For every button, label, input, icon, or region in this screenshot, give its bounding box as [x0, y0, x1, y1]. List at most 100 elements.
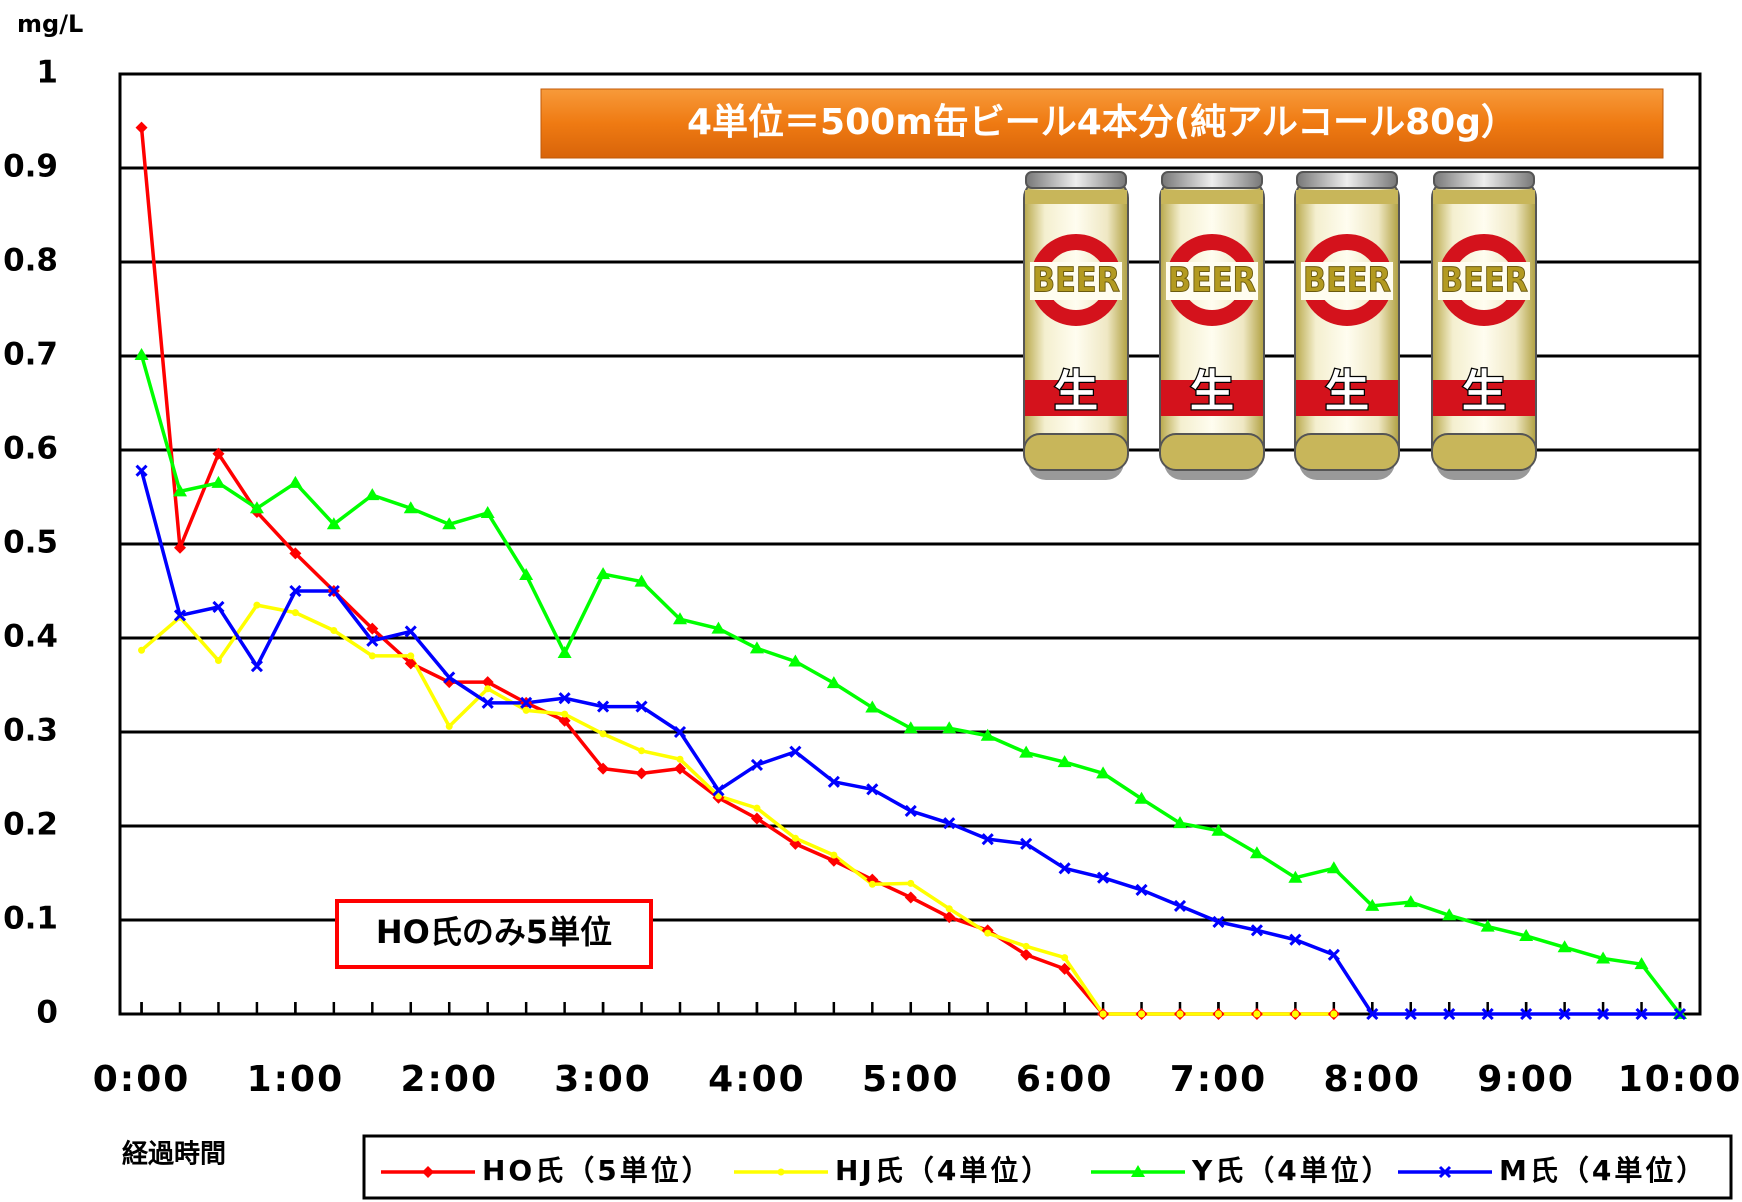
- data-point: [599, 730, 607, 738]
- data-point: [1557, 940, 1572, 953]
- legend-label: Y氏（4単位）: [1191, 1154, 1393, 1187]
- can-label: BEER: [1168, 261, 1256, 301]
- beer-can: BEER 生: [1023, 171, 1129, 480]
- data-point: [788, 654, 803, 667]
- legend-marker: [777, 1168, 785, 1176]
- data-point: [134, 348, 149, 361]
- legend-marker: [1438, 1165, 1452, 1179]
- x-tick-label: 4:00: [708, 1059, 806, 1100]
- y-tick-label: 0.2: [3, 807, 58, 843]
- data-point: [1058, 862, 1071, 875]
- y-tick-label: 0.8: [3, 243, 58, 279]
- data-point: [674, 762, 686, 775]
- data-point: [750, 812, 763, 825]
- data-point: [904, 804, 917, 818]
- data-point: [484, 685, 492, 693]
- can-label-bg: [1166, 262, 1258, 300]
- data-point: [1403, 895, 1418, 908]
- data-point: [638, 747, 646, 755]
- data-point: [789, 837, 802, 850]
- data-point: [1020, 837, 1033, 850]
- data-point: [673, 725, 687, 739]
- data-point: [289, 584, 302, 598]
- can-label-bg: [1438, 262, 1530, 300]
- data-point: [635, 700, 648, 713]
- data-point: [1327, 948, 1340, 961]
- data-point: [1520, 1007, 1533, 1021]
- data-point: [249, 501, 264, 514]
- data-point: [519, 568, 534, 581]
- data-point: [904, 891, 917, 904]
- legend-box: [362, 1134, 1733, 1200]
- can-label-bg: [1030, 262, 1122, 300]
- data-point: [1288, 870, 1303, 883]
- y-tick-label: 0.1: [3, 901, 58, 937]
- data-point: [865, 700, 880, 713]
- data-point: [868, 880, 876, 888]
- data-point: [830, 851, 838, 859]
- data-point: [1249, 846, 1264, 859]
- can-mark: 生: [1190, 366, 1234, 417]
- data-point: [253, 601, 261, 609]
- y-tick-label: 0.6: [3, 431, 58, 467]
- data-point: [250, 660, 263, 673]
- can-base: [1159, 433, 1265, 471]
- data-point: [1096, 766, 1111, 779]
- data-point: [1212, 915, 1225, 928]
- data-point: [943, 817, 956, 830]
- data-point: [174, 541, 186, 554]
- series-line: [140, 603, 1334, 1016]
- y-tick-label: 0: [36, 995, 58, 1031]
- can-base: [1294, 433, 1400, 471]
- data-point: [1058, 962, 1071, 975]
- beer-can: BEER 生: [1294, 171, 1400, 480]
- x-tick-label: 7:00: [1170, 1059, 1268, 1100]
- can-mark: 生: [1054, 366, 1098, 417]
- data-point: [1176, 1010, 1184, 1018]
- data-point: [558, 692, 571, 705]
- can-band-top: [1161, 190, 1263, 204]
- data-point: [404, 625, 417, 638]
- data-point: [330, 626, 338, 634]
- data-point: [1134, 791, 1149, 804]
- data-point: [634, 574, 649, 587]
- x-tick-label: 9:00: [1477, 1059, 1575, 1100]
- can-base: [1431, 433, 1537, 471]
- can-band-top: [1296, 190, 1398, 204]
- data-point: [522, 706, 530, 714]
- can-mark: 生: [1325, 366, 1369, 417]
- data-point: [212, 447, 225, 460]
- y-tick-label: 1: [36, 55, 58, 91]
- data-point: [403, 501, 418, 514]
- data-point: [288, 475, 303, 488]
- x-tick-label: 10:00: [1618, 1059, 1742, 1100]
- data-point: [1214, 1010, 1222, 1018]
- data-point: [365, 488, 380, 501]
- data-point: [981, 833, 994, 846]
- data-point: [676, 755, 684, 763]
- can-band: [1296, 380, 1398, 416]
- data-point: [1519, 928, 1534, 941]
- can-top: [1296, 171, 1398, 189]
- data-point: [1442, 908, 1457, 921]
- data-point: [135, 464, 148, 477]
- data-point: [561, 710, 569, 718]
- legend-label: HO氏（5単位）: [482, 1154, 713, 1187]
- can-band: [1025, 380, 1127, 416]
- legend-marker: [1131, 1165, 1145, 1177]
- data-point: [1135, 883, 1148, 896]
- legend-marker: [422, 1166, 434, 1178]
- data-point: [1173, 899, 1187, 912]
- data-point: [1634, 957, 1649, 970]
- data-point: [366, 634, 379, 647]
- data-point: [749, 641, 764, 654]
- data-point: [597, 700, 610, 713]
- data-point: [212, 600, 225, 614]
- beer-can: BEER 生: [1431, 171, 1537, 480]
- data-point: [173, 484, 187, 497]
- data-point: [407, 652, 415, 660]
- data-point: [558, 714, 571, 727]
- can-band-top: [1025, 190, 1127, 204]
- data-point: [1326, 861, 1341, 874]
